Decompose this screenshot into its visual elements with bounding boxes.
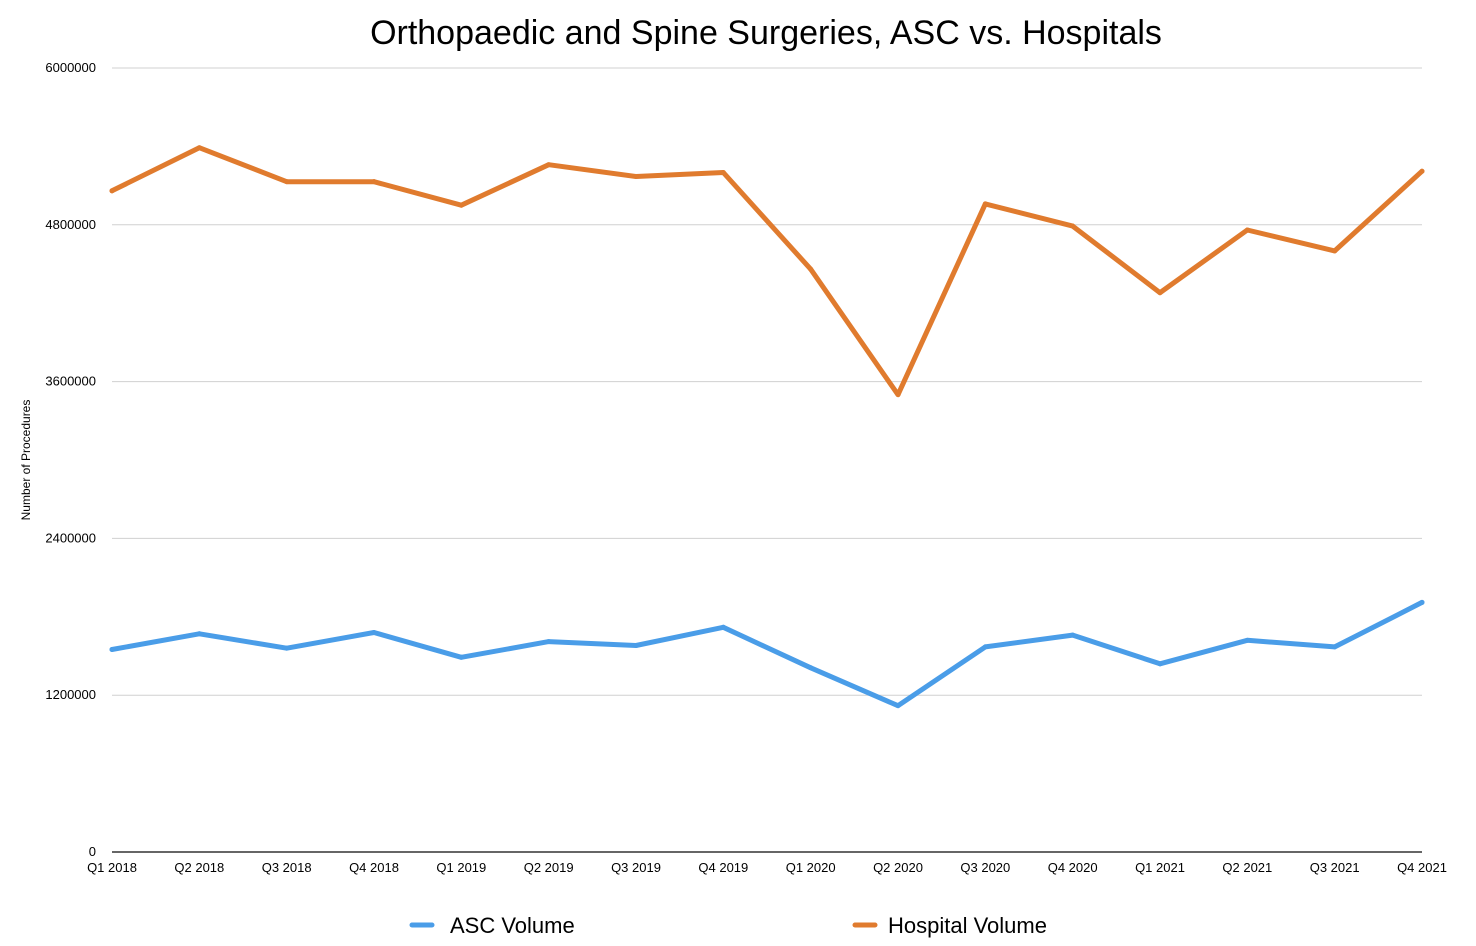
data-point	[284, 645, 290, 651]
data-point	[546, 162, 552, 168]
data-point	[458, 654, 464, 660]
chart-title: Orthopaedic and Spine Surgeries, ASC vs.…	[370, 14, 1162, 52]
data-point	[546, 639, 552, 645]
y-tick-label: 2400000	[45, 530, 96, 545]
x-tick-label: Q1 2019	[436, 860, 486, 875]
data-point	[720, 624, 726, 630]
y-axis-ticks: 0 1200000 2400000 3600000 4800000 6000000	[45, 60, 96, 859]
data-point	[633, 643, 639, 649]
legend-label: ASC Volume	[450, 913, 575, 938]
data-point	[1332, 248, 1338, 254]
data-point	[196, 631, 202, 637]
x-tick-label: Q2 2019	[524, 860, 574, 875]
data-point	[1419, 599, 1425, 605]
data-point	[982, 201, 988, 207]
data-point	[982, 644, 988, 650]
data-point	[109, 646, 115, 652]
y-tick-label: 3600000	[45, 374, 96, 389]
x-tick-label: Q1 2018	[87, 860, 137, 875]
x-tick-label: Q3 2018	[262, 860, 312, 875]
y-tick-label: 0	[89, 844, 96, 859]
legend-item: Hospital Volume	[852, 913, 1047, 938]
data-point	[1419, 168, 1425, 174]
data-point	[109, 188, 115, 194]
series-line	[109, 599, 1425, 709]
data-point	[1070, 223, 1076, 229]
x-tick-label: Q4 2018	[349, 860, 399, 875]
data-point	[1157, 661, 1163, 667]
data-point	[1244, 227, 1250, 233]
x-tick-label: Q4 2020	[1048, 860, 1098, 875]
legend: ASC Volume Hospital Volume	[409, 913, 1047, 938]
data-point	[371, 629, 377, 635]
x-tick-label: Q4 2019	[698, 860, 748, 875]
x-tick-label: Q2 2021	[1222, 860, 1272, 875]
y-tick-label: 1200000	[45, 687, 96, 702]
x-tick-label: Q3 2019	[611, 860, 661, 875]
series-line	[109, 145, 1425, 398]
data-point	[1332, 644, 1338, 650]
data-point	[371, 179, 377, 185]
x-tick-label: Q2 2020	[873, 860, 923, 875]
data-point	[895, 392, 901, 398]
data-point	[1157, 290, 1163, 296]
series-asc-volume	[109, 599, 1425, 709]
gridlines	[112, 67, 1422, 853]
x-tick-label: Q3 2021	[1310, 860, 1360, 875]
x-axis-ticks: Q1 2018 Q2 2018 Q3 2018 Q4 2018 Q1 2019 Q2 20…	[87, 860, 1447, 875]
x-tick-label: Q1 2021	[1135, 860, 1185, 875]
data-point	[1070, 632, 1076, 638]
y-tick-label: 4800000	[45, 217, 96, 232]
series-hospital-volume	[109, 145, 1425, 398]
series-lines	[109, 145, 1425, 709]
data-point	[1244, 637, 1250, 643]
y-tick-label: 6000000	[45, 60, 96, 75]
data-point	[808, 665, 814, 671]
data-point	[458, 202, 464, 208]
legend-item: ASC Volume	[409, 913, 575, 938]
y-axis-label: Number of Procedures	[19, 400, 33, 521]
data-point	[196, 145, 202, 151]
x-tick-label: Q3 2020	[960, 860, 1010, 875]
data-point	[895, 703, 901, 709]
x-tick-label: Q1 2020	[786, 860, 836, 875]
x-tick-label: Q2 2018	[174, 860, 224, 875]
legend-label: Hospital Volume	[888, 913, 1047, 938]
data-point	[284, 179, 290, 185]
data-point	[633, 173, 639, 179]
data-point	[720, 170, 726, 176]
data-point	[808, 266, 814, 272]
x-tick-label: Q4 2021	[1397, 860, 1447, 875]
